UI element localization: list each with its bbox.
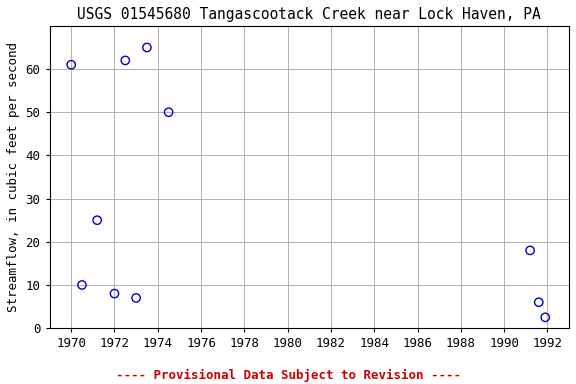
Point — [142, 45, 151, 51]
Point — [131, 295, 141, 301]
Y-axis label: Streamflow, in cubic feet per second: Streamflow, in cubic feet per second — [7, 42, 20, 312]
Title: USGS 01545680 Tangascootack Creek near Lock Haven, PA: USGS 01545680 Tangascootack Creek near L… — [77, 7, 541, 22]
Point — [93, 217, 102, 223]
Point — [67, 62, 76, 68]
Point — [110, 291, 119, 297]
Point — [164, 109, 173, 115]
Point — [121, 57, 130, 63]
Point — [534, 299, 543, 305]
Point — [525, 247, 535, 253]
Point — [541, 314, 550, 320]
Point — [77, 282, 86, 288]
Text: ---- Provisional Data Subject to Revision ----: ---- Provisional Data Subject to Revisio… — [116, 369, 460, 382]
